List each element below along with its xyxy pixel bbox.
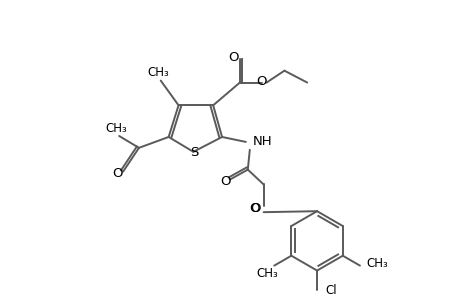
Text: CH₃: CH₃: [146, 66, 168, 79]
Text: O: O: [219, 175, 230, 188]
Text: NH: NH: [252, 135, 272, 148]
Text: CH₃: CH₃: [256, 267, 278, 280]
Text: O: O: [250, 202, 260, 215]
Text: O: O: [228, 51, 239, 64]
Text: CH₃: CH₃: [105, 122, 127, 135]
Text: O: O: [256, 75, 266, 88]
Text: CH₃: CH₃: [366, 257, 388, 270]
Text: O: O: [249, 202, 259, 215]
Text: O: O: [112, 167, 122, 180]
Text: S: S: [190, 146, 198, 159]
Text: Cl: Cl: [325, 284, 336, 297]
